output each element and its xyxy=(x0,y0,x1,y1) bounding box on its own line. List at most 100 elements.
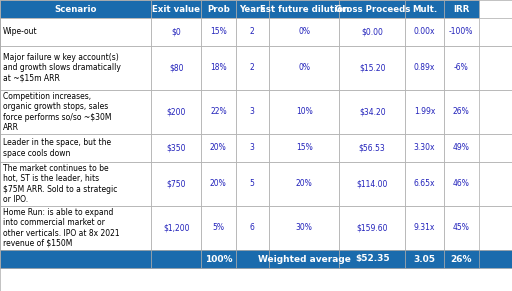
Bar xyxy=(236,250,269,268)
Bar xyxy=(405,162,444,206)
Bar xyxy=(236,18,269,46)
Text: $0.00: $0.00 xyxy=(361,28,383,36)
Bar xyxy=(151,206,201,250)
Bar xyxy=(236,46,269,90)
Text: $750: $750 xyxy=(166,180,186,189)
Text: Scenario: Scenario xyxy=(54,4,97,13)
Bar xyxy=(444,250,479,268)
Bar xyxy=(405,18,444,46)
Text: -6%: -6% xyxy=(454,63,468,72)
Text: 15%: 15% xyxy=(296,143,312,152)
Bar xyxy=(339,134,405,162)
Text: IRR: IRR xyxy=(453,4,470,13)
Text: 18%: 18% xyxy=(210,63,227,72)
Bar xyxy=(201,162,236,206)
Bar xyxy=(0,134,151,162)
Text: 10%: 10% xyxy=(296,107,312,116)
Bar xyxy=(151,162,201,206)
Text: $350: $350 xyxy=(166,143,186,152)
Bar xyxy=(201,206,236,250)
Bar xyxy=(151,46,201,90)
Bar xyxy=(339,250,405,268)
Bar xyxy=(0,46,512,90)
Bar xyxy=(0,0,151,18)
Bar xyxy=(201,46,236,90)
Text: 15%: 15% xyxy=(210,28,227,36)
Text: 49%: 49% xyxy=(453,143,470,152)
Text: Mult.: Mult. xyxy=(412,4,437,13)
Text: Competition increases,
organic growth stops, sales
force performs so/so ~$30M
AR: Competition increases, organic growth st… xyxy=(3,93,112,132)
Bar xyxy=(339,206,405,250)
Bar xyxy=(151,134,201,162)
Bar xyxy=(405,250,444,268)
Bar xyxy=(0,18,512,46)
Text: Wipe-out: Wipe-out xyxy=(3,28,37,36)
Bar xyxy=(0,250,512,268)
Text: 3: 3 xyxy=(250,107,254,116)
Bar xyxy=(201,90,236,134)
Bar xyxy=(269,90,339,134)
Text: 22%: 22% xyxy=(210,107,227,116)
Text: 100%: 100% xyxy=(205,255,232,263)
Text: Years: Years xyxy=(239,4,265,13)
Text: Gross Proceeds: Gross Proceeds xyxy=(334,4,410,13)
Bar xyxy=(444,46,479,90)
Text: Leader in the space, but the
space cools down: Leader in the space, but the space cools… xyxy=(3,139,111,157)
Text: 0%: 0% xyxy=(298,63,310,72)
Bar xyxy=(236,206,269,250)
Text: 0%: 0% xyxy=(298,28,310,36)
Bar xyxy=(269,250,339,268)
Bar xyxy=(0,90,512,134)
Text: 30%: 30% xyxy=(296,223,312,233)
Bar xyxy=(0,18,151,46)
Text: 0.89x: 0.89x xyxy=(414,63,435,72)
Text: 9.31x: 9.31x xyxy=(414,223,435,233)
Text: Home Run: is able to expand
into commercial market or
other verticals. IPO at 8x: Home Run: is able to expand into commerc… xyxy=(3,208,120,248)
Bar xyxy=(444,162,479,206)
Bar xyxy=(151,0,201,18)
Text: 1.99x: 1.99x xyxy=(414,107,435,116)
Bar xyxy=(151,90,201,134)
Text: 3.05: 3.05 xyxy=(414,255,435,263)
Bar xyxy=(269,18,339,46)
Bar xyxy=(405,90,444,134)
Text: 46%: 46% xyxy=(453,180,470,189)
Text: 2: 2 xyxy=(250,63,254,72)
Bar xyxy=(269,0,339,18)
Bar xyxy=(405,206,444,250)
Text: $80: $80 xyxy=(169,63,183,72)
Text: 3.30x: 3.30x xyxy=(414,143,435,152)
Bar xyxy=(0,46,151,90)
Text: 26%: 26% xyxy=(453,107,470,116)
Text: 0.00x: 0.00x xyxy=(414,28,435,36)
Text: 20%: 20% xyxy=(296,180,312,189)
Bar xyxy=(339,90,405,134)
Bar xyxy=(269,46,339,90)
Text: $52.35: $52.35 xyxy=(355,255,390,263)
Bar xyxy=(0,90,151,134)
Bar xyxy=(151,18,201,46)
Text: Est future dilution: Est future dilution xyxy=(260,4,349,13)
Bar xyxy=(405,46,444,90)
Text: 2: 2 xyxy=(250,28,254,36)
Bar xyxy=(236,134,269,162)
Text: The market continues to be
hot, ST is the leader, hits
$75M ARR. Sold to a strat: The market continues to be hot, ST is th… xyxy=(3,164,117,204)
Bar xyxy=(444,90,479,134)
Text: 45%: 45% xyxy=(453,223,470,233)
Text: Prob: Prob xyxy=(207,4,230,13)
Text: 20%: 20% xyxy=(210,143,227,152)
Text: -100%: -100% xyxy=(449,28,474,36)
Bar xyxy=(269,162,339,206)
Bar xyxy=(201,18,236,46)
Text: 5%: 5% xyxy=(212,223,224,233)
Text: $0: $0 xyxy=(171,28,181,36)
Text: Weighted average: Weighted average xyxy=(258,255,351,263)
Bar xyxy=(269,134,339,162)
Text: 3: 3 xyxy=(250,143,254,152)
Bar xyxy=(0,206,151,250)
Bar xyxy=(201,0,236,18)
Bar xyxy=(151,250,201,268)
Bar xyxy=(269,206,339,250)
Bar xyxy=(0,162,512,206)
Bar xyxy=(201,250,236,268)
